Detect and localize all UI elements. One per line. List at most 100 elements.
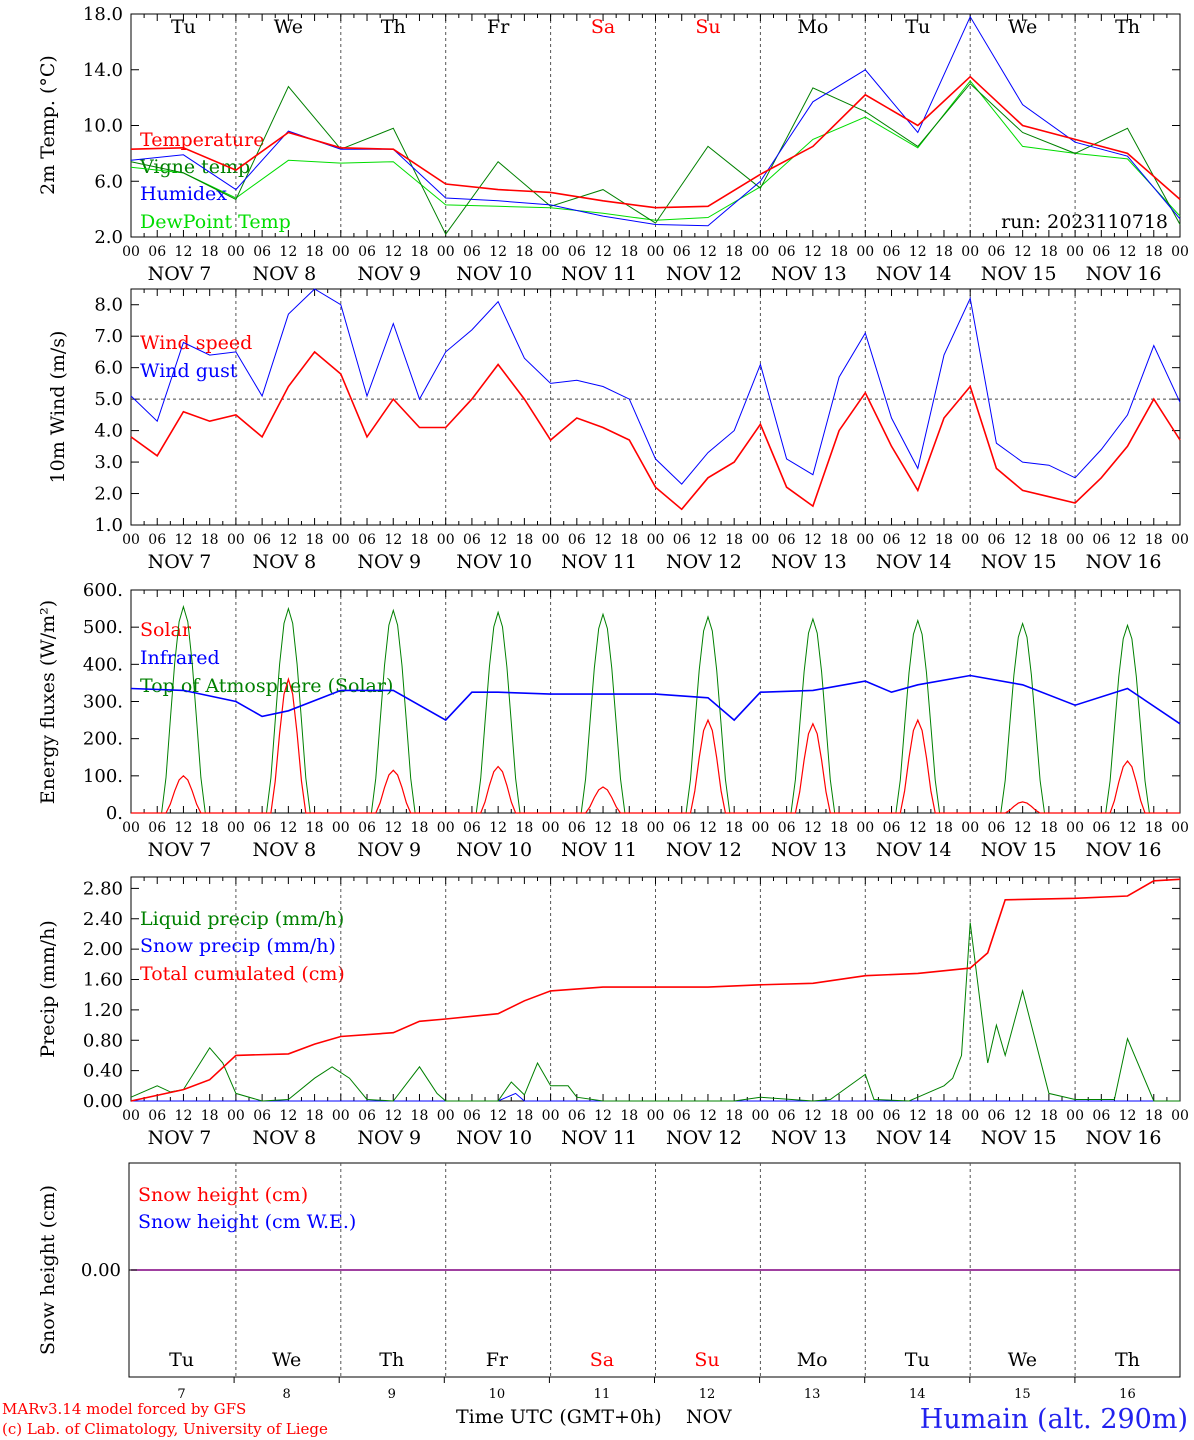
hour-tick-label: 12 [1014,532,1032,548]
y-tick-label: 10.0 [83,116,123,137]
y-tick-label: 2.0 [94,484,123,505]
y-tick-label: 5.0 [94,389,123,410]
date-tick-label: NOV 15 [981,1127,1057,1149]
hour-tick-label: 18 [620,532,638,548]
hour-tick-label: 06 [988,244,1006,260]
hour-tick-label: 00 [856,244,874,260]
hour-tick-label: 00 [751,244,769,260]
hour-tick-label: 00 [856,1108,874,1124]
hour-tick-label: 00 [751,820,769,836]
hour-tick-label: 06 [1092,532,1110,548]
date-tick-label: NOV 10 [456,263,532,285]
date-tick-label: NOV 14 [876,1127,952,1149]
hour-tick-label: 18 [620,820,638,836]
hour-tick-label: 12 [594,244,612,260]
temperature-legend-1: Temperature [140,129,264,151]
y-tick-label: 6.0 [94,171,123,192]
date-tick-label: NOV 9 [357,551,421,573]
weekday-label: We [272,1349,301,1371]
snow-legend-1: Snow height (cm) [138,1184,308,1206]
hour-tick-label: 12 [279,532,297,548]
date-tick-label: NOV 14 [876,263,952,285]
y-tick-label: 400. [83,654,123,675]
day-number-label: 10 [489,1387,506,1402]
weekday-label: We [1008,16,1037,38]
temperature-panel: 2m Temp. (°C) Temperature Vigne temp Hum… [37,4,1189,285]
day-number-label: 7 [177,1387,185,1402]
hour-tick-label: 06 [253,1108,271,1124]
hour-tick-label: 18 [830,244,848,260]
weekday-label: Tu [905,16,930,38]
hour-tick-label: 00 [961,820,979,836]
weekday-label: Tu [171,16,196,38]
hour-tick-label: 00 [647,532,665,548]
wind-legend-2: Wind gust [140,360,238,382]
weekday-label: Su [694,1349,719,1371]
hour-tick-label: 12 [804,820,822,836]
hour-tick-label: 00 [542,244,560,260]
weekday-label: Sa [590,1349,614,1371]
precip-legend-2: Snow precip (mm/h) [140,935,336,957]
time-axis-label: Time UTC (GMT+0h) [456,1406,662,1428]
hour-tick-label: 12 [175,820,193,836]
hour-tick-label: 12 [699,532,717,548]
series-line-solar [131,677,1180,814]
y-tick-label: 500. [83,617,123,638]
weekday-label: Mo [797,16,828,38]
hour-tick-label: 18 [201,532,219,548]
hour-tick-label: 12 [1014,820,1032,836]
hour-tick-label: 06 [568,1108,586,1124]
hour-tick-label: 18 [725,1108,743,1124]
date-tick-label: NOV 8 [252,1127,316,1149]
weekday-label: Fr [487,16,510,38]
hour-tick-label: 06 [673,532,691,548]
weekday-label: We [1008,1349,1037,1371]
run-annotation: run: 2023110718 [1001,211,1168,233]
hour-tick-label: 12 [804,1108,822,1124]
hour-tick-label: 12 [909,532,927,548]
date-tick-label: NOV 10 [456,839,532,861]
temperature-legend-3: Humidex [140,183,227,205]
date-tick-label: NOV 11 [561,1127,637,1149]
hour-tick-label: 12 [384,1108,402,1124]
date-tick-label: NOV 14 [876,839,952,861]
precip-panel: Precip (mm/h) Liquid precip (mm/h) Snow … [37,876,1189,1149]
footer: MARv3.14 model forced by GFS (c) Lab. of… [2,1400,1188,1438]
date-tick-label: NOV 7 [148,839,212,861]
energy-legend-1: Solar [140,619,192,641]
weekday-label: Th [1115,1349,1140,1371]
weekday-label: Su [695,16,720,38]
hour-tick-label: 12 [1014,244,1032,260]
date-tick-label: NOV 8 [252,551,316,573]
hour-tick-label: 00 [122,1108,140,1124]
hour-tick-label: 12 [279,820,297,836]
series-line-liquid-precip-mm-h- [130,922,1180,1102]
date-tick-label: NOV 9 [357,1127,421,1149]
hour-tick-label: 00 [1171,532,1189,548]
hour-tick-label: 06 [673,820,691,836]
day-number-label: 13 [804,1387,821,1402]
hour-tick-label: 18 [935,820,953,836]
energy-legend-2: Infrared [140,647,220,669]
date-tick-label: NOV 15 [981,551,1057,573]
series-line-dewpoint-temp [130,80,1181,221]
y-tick-label: 2.80 [83,878,123,899]
hour-tick-label: 06 [883,244,901,260]
date-tick-label: NOV 11 [561,551,637,573]
hour-tick-label: 18 [620,244,638,260]
y-tick-label: 0.00 [83,1091,123,1112]
hour-tick-label: 06 [673,1108,691,1124]
day-number-label: 15 [1014,1387,1031,1402]
weekday-label: Mo [797,1349,828,1371]
month-label: NOV [686,1406,732,1428]
date-tick-label: NOV 14 [876,551,952,573]
hour-tick-label: 12 [1119,820,1137,836]
hour-tick-label: 18 [1040,1108,1058,1124]
hour-tick-label: 18 [935,1108,953,1124]
hour-tick-label: 00 [542,820,560,836]
hour-tick-label: 00 [647,1108,665,1124]
y-tick-label: 1.20 [83,1000,123,1021]
hour-tick-label: 12 [909,820,927,836]
y-tick-label: 0.40 [83,1061,123,1082]
hour-tick-label: 00 [961,532,979,548]
